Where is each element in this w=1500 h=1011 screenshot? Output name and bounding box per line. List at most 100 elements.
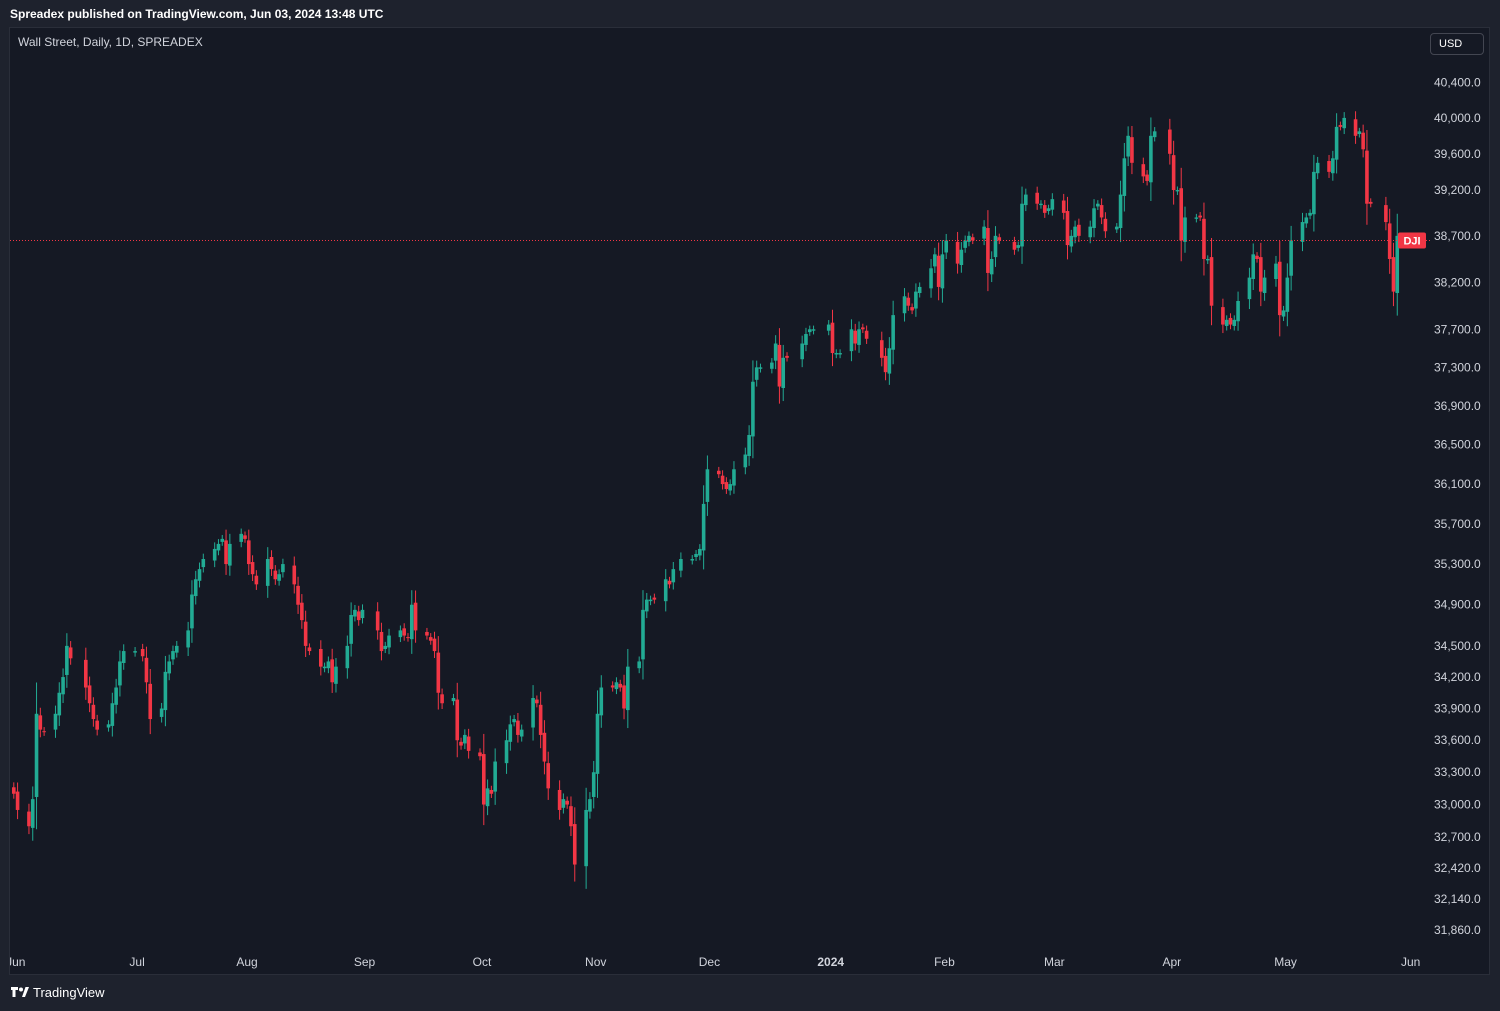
candle-body <box>591 772 596 797</box>
candle-body <box>986 228 990 273</box>
candle-body <box>618 683 623 688</box>
candle-body <box>698 548 702 556</box>
candle-body <box>409 604 414 640</box>
candle-body <box>174 645 179 653</box>
candle-body <box>300 602 304 621</box>
candle-body <box>531 697 535 728</box>
chart-frame <box>9 27 1490 975</box>
candle-body <box>728 484 732 491</box>
candle-body <box>34 713 39 797</box>
candle-body <box>1221 307 1225 325</box>
candle-body <box>383 645 388 649</box>
candle-body <box>455 699 460 741</box>
candle-body <box>989 258 994 275</box>
candle-body <box>118 661 122 686</box>
x-tick-label: 2024 <box>817 955 844 969</box>
candle-body <box>303 621 308 646</box>
candle-body <box>216 543 221 551</box>
candle-body <box>940 254 945 289</box>
candle-body <box>626 666 630 711</box>
candle-body <box>1141 164 1146 177</box>
candle-body <box>212 548 217 561</box>
candle-body <box>716 470 721 475</box>
candle-body <box>1175 190 1180 192</box>
candle-body <box>42 731 46 733</box>
candle-body <box>830 322 835 354</box>
candle-body <box>110 703 115 726</box>
candle-body <box>413 602 418 631</box>
tradingview-logo-icon[interactable] <box>10 987 30 1001</box>
candle-body <box>121 651 126 663</box>
candle-body <box>622 685 626 709</box>
candle-body <box>1145 174 1149 181</box>
candle-body <box>1255 255 1259 259</box>
candle-body <box>273 570 278 580</box>
candle-body <box>535 699 539 704</box>
candle-body <box>929 268 933 289</box>
candle-body <box>565 800 569 805</box>
y-tick-label: 37,300.0 <box>1434 360 1481 374</box>
y-tick-label: 35,700.0 <box>1434 517 1481 531</box>
candle-body <box>334 666 338 684</box>
candle-body <box>508 724 513 742</box>
candle-body <box>463 734 467 744</box>
candle-body <box>406 637 410 639</box>
candle-body <box>519 729 524 737</box>
candle-body <box>1020 203 1024 247</box>
candle-body <box>997 237 1002 241</box>
candle-body <box>485 788 490 807</box>
candle-body <box>1224 319 1229 326</box>
y-tick-label: 33,900.0 <box>1434 702 1481 716</box>
candle-body <box>224 540 228 565</box>
currency-button[interactable]: USD <box>1430 33 1484 55</box>
candle-body <box>747 434 751 457</box>
candle-body <box>1024 194 1028 206</box>
x-tick-label: Jun <box>10 955 25 969</box>
candle-body <box>826 324 831 331</box>
candle-body <box>849 329 854 352</box>
candle-body <box>322 666 327 669</box>
candle-body <box>1073 226 1077 238</box>
candlestick-chart[interactable]: DJI 31,860.0 32,140.0 32,420.0 32,700.0 33,00… <box>10 28 1490 974</box>
candle-body <box>546 763 551 789</box>
candle-body <box>1194 217 1199 219</box>
candle-body <box>1088 226 1093 238</box>
candle-body <box>857 329 861 345</box>
candle-body <box>1361 132 1365 150</box>
candle-body <box>679 559 683 571</box>
candle-body <box>38 715 43 730</box>
candle-body <box>1334 126 1339 160</box>
x-tick-label: Oct <box>473 955 492 969</box>
candle-body <box>398 630 403 638</box>
candle-body <box>15 791 20 810</box>
candle-body <box>1395 235 1400 294</box>
candle-body <box>1289 240 1293 276</box>
candle-body <box>197 569 202 581</box>
candle-body <box>319 648 323 667</box>
candle-body <box>701 503 706 551</box>
x-tick-label: Sep <box>354 955 376 969</box>
candle-body <box>504 740 509 764</box>
candle-body <box>758 367 763 369</box>
candle-body <box>1327 161 1331 172</box>
candle-body <box>451 697 456 702</box>
candle-body <box>243 535 247 539</box>
candle-body <box>1391 257 1396 292</box>
candle-body <box>1168 129 1172 154</box>
candle-body <box>644 599 649 612</box>
candle-body <box>516 720 520 735</box>
y-tick-label: 35,300.0 <box>1434 557 1481 571</box>
candle-body <box>834 353 839 355</box>
candle-body <box>561 799 566 808</box>
candle-body <box>1247 277 1252 300</box>
candle-body <box>694 553 698 557</box>
candle-body <box>773 343 778 361</box>
tradingview-brand[interactable]: TradingView <box>33 985 105 1000</box>
candle-body <box>87 685 92 704</box>
candle-body <box>1016 245 1021 248</box>
candle-body <box>614 682 619 690</box>
candle-body <box>751 381 755 437</box>
candle-body <box>193 579 198 597</box>
candle-body <box>68 647 73 659</box>
candle-body <box>800 343 804 360</box>
